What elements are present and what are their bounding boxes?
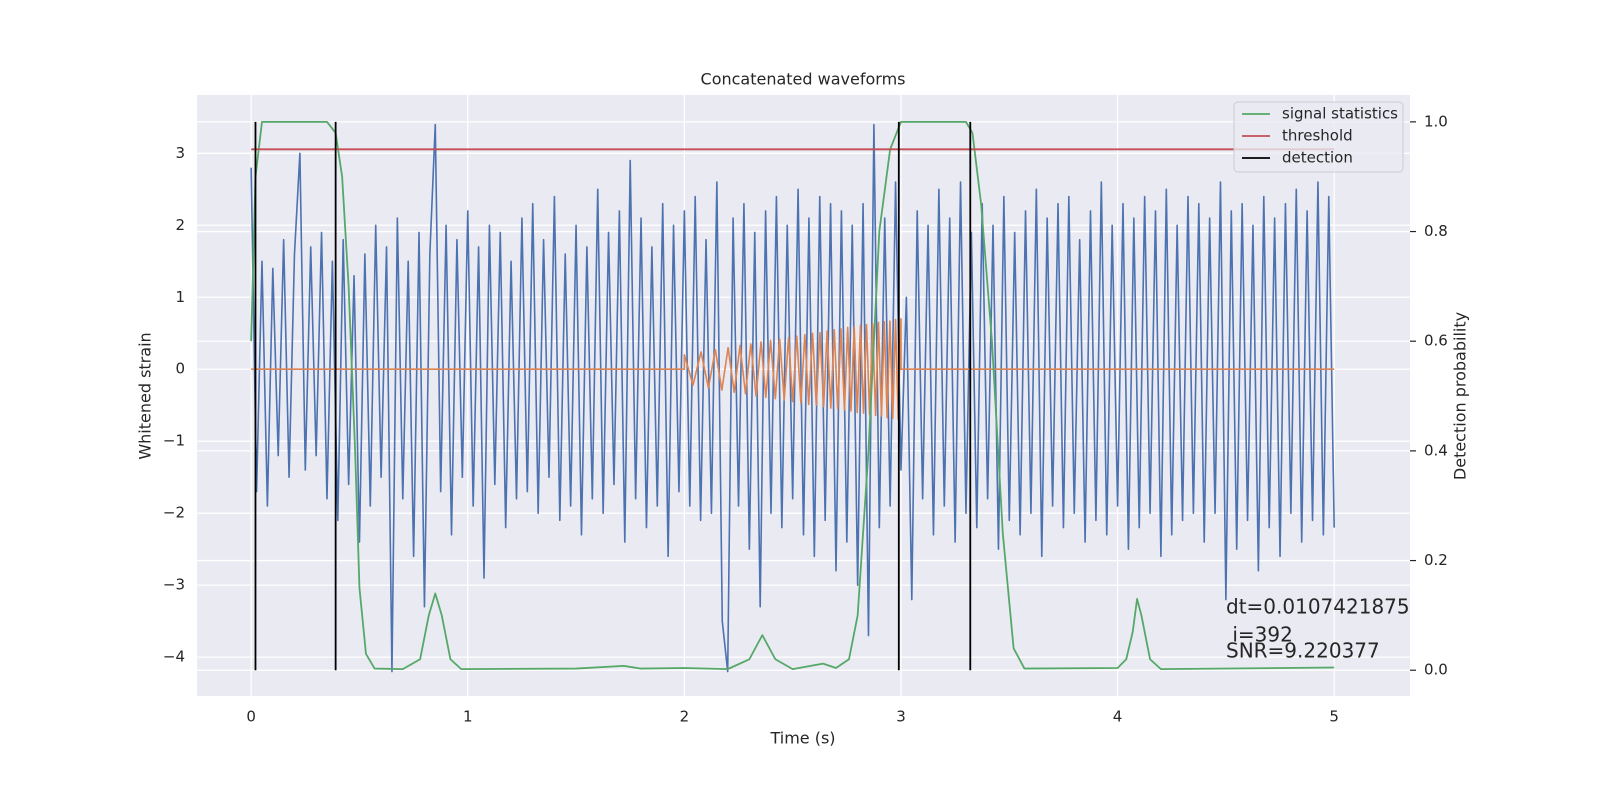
y2-tick-label: 1.0 [1424,112,1448,130]
x-axis-label: Time (s) [769,729,835,748]
x-tick-label: 2 [680,708,690,726]
x-tick-label: 5 [1329,708,1339,726]
plot-area [197,95,1410,696]
x-tick-label: 0 [246,708,256,726]
series-line [254,121,972,671]
y-tick-label: 2 [175,216,185,234]
y2-axis-label: Detection probability [1451,312,1470,480]
y2-tick-label: 0.8 [1424,222,1448,240]
x-tick-label: 3 [896,708,906,726]
legend-box [1233,101,1404,173]
series-line [251,318,1335,420]
y-tick-label: 1 [175,288,185,306]
x-tick-label: 4 [1113,708,1123,726]
chart-title: Concatenated waveforms [701,70,906,89]
x-tick-label: 1 [463,708,473,726]
y-tick-label: −4 [163,648,185,666]
y2-tick-label: 0.0 [1424,661,1448,679]
y-axis-label: Whitened strain [136,332,155,459]
legend-label: threshold [1282,127,1353,145]
series-line [250,123,1335,673]
y2-tick-label: 0.6 [1424,332,1448,350]
annotation: SNR=9.220377 [1226,639,1380,663]
y-tick-label: −1 [163,432,185,450]
y-tick-label: 3 [175,144,185,162]
annotation: i=392 [1226,623,1293,647]
y-tick-label: −2 [163,504,185,522]
y2-tick-label: 0.4 [1424,441,1448,459]
y-tick-label: −3 [163,576,185,594]
legend-label: signal statistics [1282,105,1398,123]
annotation: dt=0.0107421875 [1226,595,1410,619]
y2-tick-label: 0.2 [1424,551,1448,569]
legend-label: detection [1282,149,1353,167]
y-tick-label: 0 [175,360,185,378]
series-line [250,120,1335,671]
